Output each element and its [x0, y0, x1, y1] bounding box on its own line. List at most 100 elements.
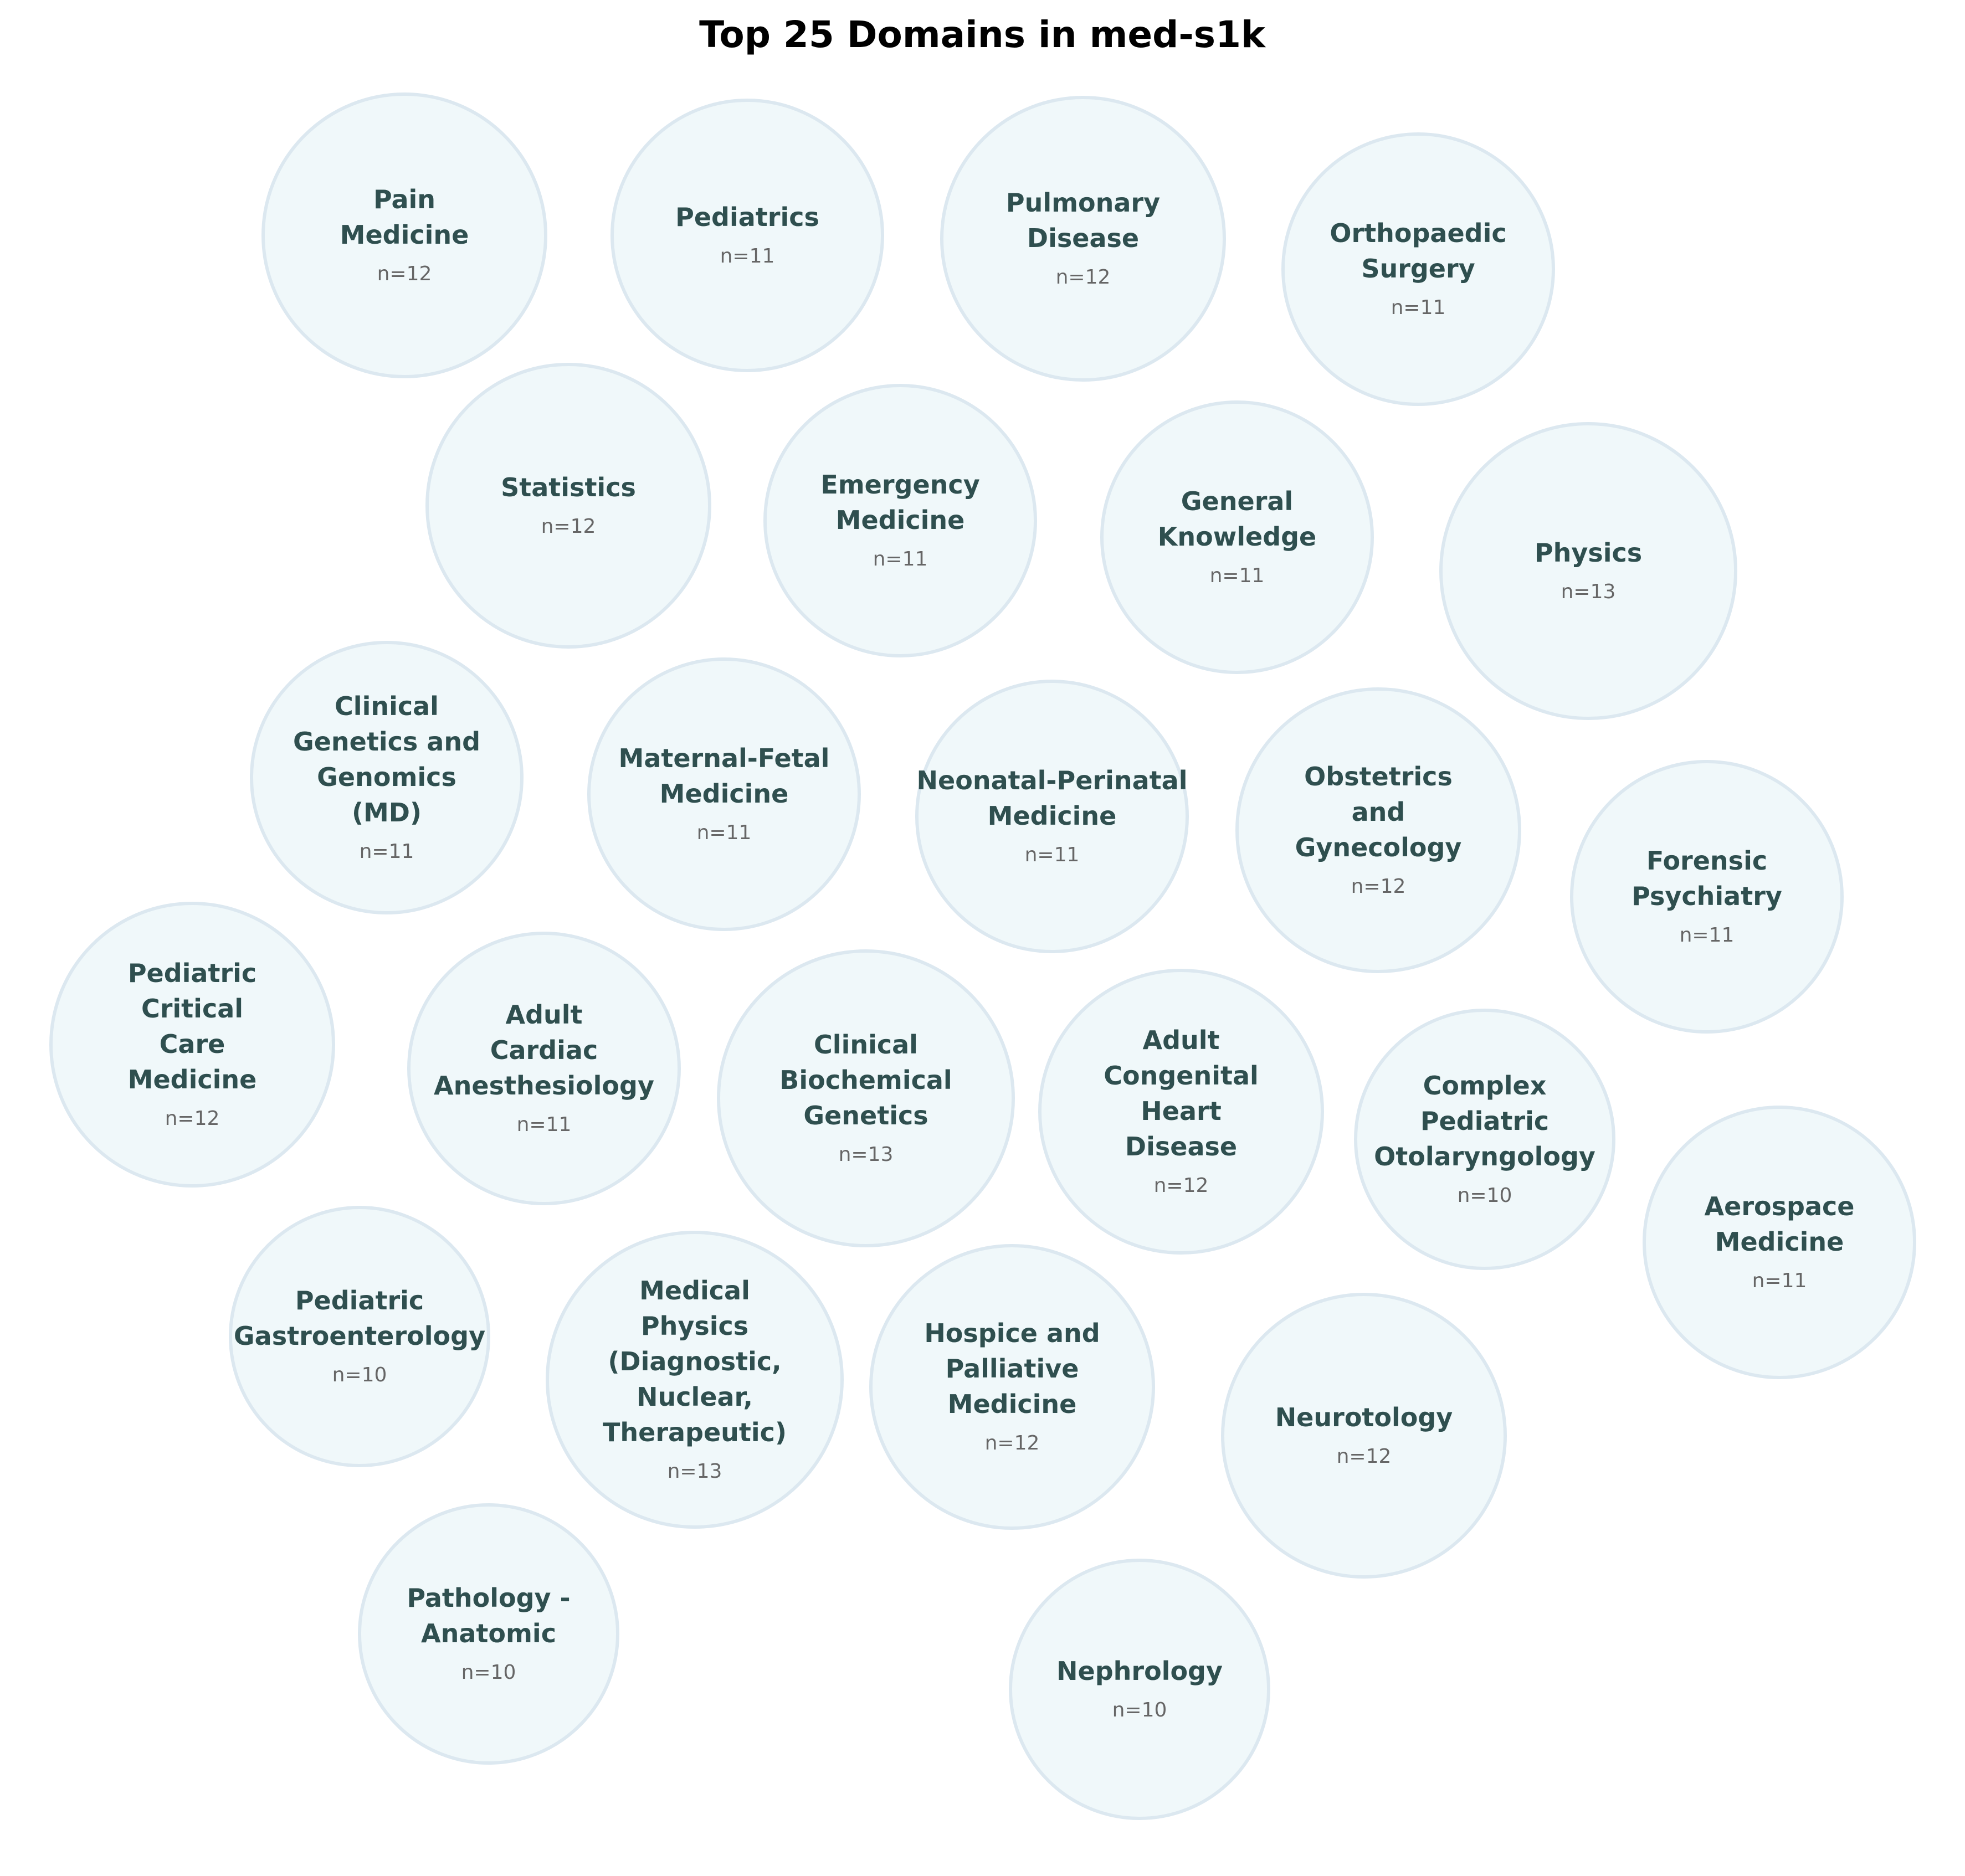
bubble: Statistics n=12	[425, 363, 711, 649]
bubble-label-line: General	[1181, 486, 1293, 516]
bubble-circle	[1281, 132, 1555, 406]
bubble-label-line: Biochemical	[779, 1065, 952, 1095]
bubble-label-line: Medicine	[128, 1065, 257, 1094]
bubble-circle	[261, 92, 547, 378]
bubble-circle	[1643, 1106, 1916, 1379]
bubble-label-line: Nuclear,	[637, 1382, 753, 1412]
bubble-label-line: Clinical	[814, 1030, 918, 1060]
bubble-count: n=10	[1458, 1184, 1512, 1207]
bubble-circle	[1038, 969, 1324, 1255]
bubble-label-line: Adult	[505, 1000, 582, 1030]
bubble-label-line: Pain	[373, 184, 435, 214]
bubble-count: n=11	[1391, 296, 1446, 319]
bubble-label-line: (MD)	[352, 798, 422, 828]
bubble-label-line: (Diagnostic,	[608, 1346, 781, 1376]
bubble: Clinical Genetics and Genomics (MD) n=11	[250, 641, 524, 914]
bubble: Nephrology n=10	[1009, 1559, 1270, 1820]
bubble-label-line: Cardiac	[490, 1035, 598, 1065]
bubble-count: n=13	[1561, 580, 1616, 603]
bubble-label-line: and	[1352, 797, 1405, 827]
bubble-label-line: Critical	[141, 994, 243, 1024]
bubble-label-line: Medical	[639, 1276, 750, 1306]
bubble-circle	[717, 949, 1015, 1247]
bubble: Complex Pediatric Otolaryngology n=10	[1354, 1009, 1615, 1270]
bubble-circle	[1100, 400, 1374, 674]
bubble-count: n=11	[1680, 924, 1735, 947]
bubble-count: n=11	[720, 245, 775, 268]
bubble-count: n=11	[360, 840, 414, 863]
bubble-circle	[425, 363, 711, 649]
bubble-label-line: Disease	[1125, 1132, 1237, 1161]
bubble-label-line: Anatomic	[421, 1618, 556, 1648]
bubble-label-line: Orthopaedic	[1330, 218, 1506, 248]
bubble-circle	[1009, 1559, 1270, 1820]
bubble-circle	[1570, 760, 1844, 1034]
bubbles-group: Pain Medicine n=12 Pediatrics n=11 Pulmonary D…	[49, 92, 1916, 1820]
bubble-label-line: Emergency	[820, 470, 979, 500]
bubble-label-line: Medicine	[340, 220, 469, 250]
bubble-count: n=11	[517, 1113, 572, 1136]
bubble-label-line: Neurotology	[1275, 1402, 1453, 1432]
bubble-circle	[1221, 1293, 1507, 1579]
bubble-label-line: Pediatrics	[675, 202, 819, 232]
bubble-label-line: Physics	[1535, 538, 1642, 568]
bubble-label-line: Adult	[1142, 1025, 1219, 1055]
bubble: Medical Physics (Diagnostic, Nuclear, Therap…	[546, 1231, 844, 1529]
bubble-label-line: Pediatric	[128, 958, 256, 988]
bubble-count: n=12	[1056, 266, 1111, 289]
bubble: Pathology - Anatomic n=10	[358, 1503, 619, 1765]
bubble-label-line: Pulmonary	[1006, 188, 1160, 218]
bubble-label-line: Statistics	[501, 472, 636, 502]
bubble: Forensic Psychiatry n=11	[1570, 760, 1844, 1034]
bubble: Physics n=13	[1439, 422, 1737, 720]
bubble-label-line: Heart	[1141, 1096, 1221, 1126]
bubble-circle	[250, 641, 524, 914]
bubble-label-line: Maternal-Fetal	[619, 743, 830, 773]
bubble: Adult Congenital Heart Disease n=12	[1038, 969, 1324, 1255]
bubble-circle	[49, 902, 335, 1188]
bubble-count: n=12	[377, 263, 432, 285]
bubble-label-line: Anesthesiology	[434, 1071, 654, 1101]
bubble-label-line: Gynecology	[1295, 832, 1462, 862]
bubble-circle	[1354, 1009, 1615, 1270]
bubble-label-line: Psychiatry	[1631, 881, 1782, 911]
bubble-label-line: Genetics and	[293, 727, 480, 757]
bubble-label-line: Medicine	[948, 1389, 1077, 1419]
bubble: Neurotology n=12	[1221, 1293, 1507, 1579]
bubble-count: n=13	[839, 1143, 894, 1166]
bubble: General Knowledge n=11	[1100, 400, 1374, 674]
bubble-label-line: Pathology -	[407, 1583, 570, 1613]
chart-title: Top 25 Domains in med-s1k	[699, 13, 1266, 56]
bubble-count: n=10	[461, 1661, 516, 1684]
bubble-label-line: Nephrology	[1056, 1656, 1223, 1686]
bubble: Obstetrics and Gynecology n=12	[1235, 687, 1521, 973]
bubble-count: n=11	[1025, 844, 1080, 866]
bubble-count: n=11	[873, 548, 928, 570]
bubble-count: n=11	[1752, 1269, 1807, 1292]
bubble-circle	[407, 932, 681, 1205]
bubble: Adult Cardiac Anesthesiology n=11	[407, 932, 681, 1205]
bubble-label-line: Palliative	[946, 1354, 1079, 1384]
bubble-label-line: Gastroenterology	[234, 1321, 485, 1351]
bubble-count: n=11	[1210, 564, 1265, 587]
bubble: Orthopaedic Surgery n=11	[1281, 132, 1555, 406]
bubble: Hospice and Palliative Medicine n=12	[869, 1244, 1155, 1530]
bubble-label-line: Medicine	[988, 801, 1117, 831]
bubble-circle	[610, 99, 884, 372]
bubble-circle	[763, 384, 1037, 657]
bubble-label-line: Genomics	[317, 762, 456, 792]
bubble-count: n=12	[541, 515, 596, 538]
bubble-label-line: Forensic	[1646, 846, 1767, 876]
bubble-count: n=10	[332, 1364, 387, 1386]
bubble-circle	[546, 1231, 844, 1529]
bubble-label-line: Surgery	[1361, 254, 1475, 284]
bubble-label-line: Pediatric	[1420, 1106, 1549, 1136]
bubble-circle	[1439, 422, 1737, 720]
bubble-label-line: Otolaryngology	[1374, 1142, 1595, 1171]
bubble-label-line: Aerospace	[1705, 1191, 1855, 1221]
bubble-label-line: Genetics	[803, 1101, 928, 1130]
bubble-circle	[229, 1206, 490, 1467]
bubble-label-line: Neonatal-Perinatal	[917, 765, 1188, 795]
bubble-count: n=12	[1154, 1174, 1209, 1197]
